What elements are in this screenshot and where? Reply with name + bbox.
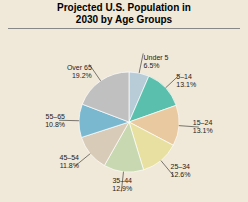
- svg-text:Under 56.5%: Under 56.5%: [144, 54, 169, 69]
- html-text:Projected U.S. Population in: Projected U.S. Population in: [57, 2, 191, 13]
- svg-text:Over 6519.2%: Over 6519.2%: [67, 64, 92, 79]
- svg-text:45–5411.8%: 45–5411.8%: [60, 154, 80, 169]
- svg-text:15–2413.1%: 15–2413.1%: [193, 119, 213, 134]
- svg-text:55–6510.8%: 55–6510.8%: [45, 113, 65, 128]
- svg-text:25–3412.6%: 25–3412.6%: [171, 163, 191, 178]
- svg-text:35–4412.9%: 35–4412.9%: [112, 177, 132, 192]
- html-text:2030 by Age Groups: 2030 by Age Groups: [75, 14, 173, 25]
- svg-text:5–1413.1%: 5–1413.1%: [176, 73, 196, 88]
